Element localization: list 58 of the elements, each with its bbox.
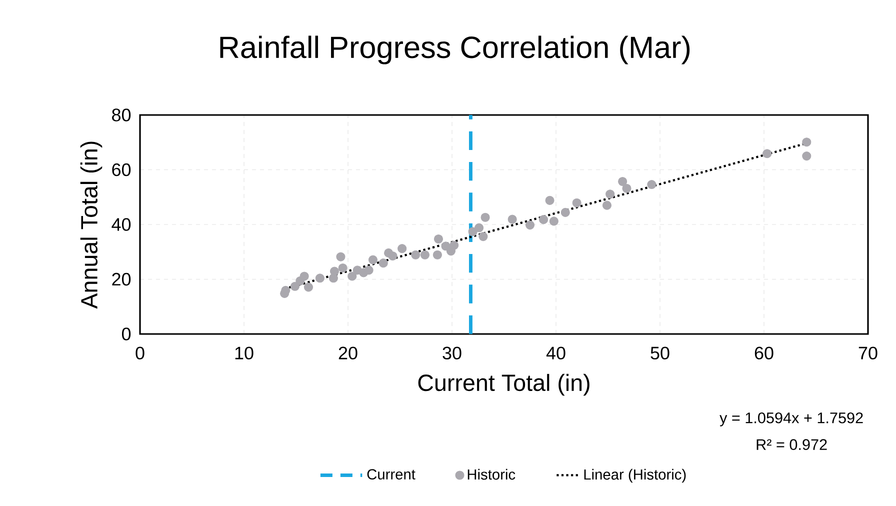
point	[364, 266, 374, 275]
point	[315, 274, 324, 283]
x-tick-label: 10	[235, 346, 254, 360]
point	[348, 272, 357, 281]
point	[368, 255, 378, 264]
x-tick-label: 50	[650, 346, 670, 360]
x-tick-label: 70	[858, 346, 878, 360]
point	[330, 266, 340, 276]
x-tick-label: 0	[136, 346, 144, 360]
point	[378, 258, 388, 268]
legend-label: Historic	[468, 468, 516, 480]
point	[338, 263, 348, 273]
point	[606, 190, 615, 199]
x-tick-label: 60	[754, 346, 774, 360]
point	[647, 180, 656, 190]
point	[304, 282, 314, 292]
y-tick-label: 60	[112, 163, 131, 176]
text: R² = 0.972	[756, 439, 827, 450]
point	[572, 198, 582, 208]
point	[434, 234, 444, 244]
legend-label: Current	[367, 469, 416, 480]
point	[468, 227, 478, 236]
point	[622, 184, 632, 193]
x-tick-label: 30	[442, 346, 462, 360]
point	[618, 176, 628, 186]
y-tick-label: 80	[112, 108, 131, 122]
point	[802, 152, 812, 161]
point	[802, 138, 812, 147]
point	[420, 250, 430, 260]
chart-title: Rainfall Progress Correlation (Mar)	[220, 36, 690, 64]
point	[388, 251, 398, 261]
y-tick-label: 40	[112, 218, 131, 231]
point	[398, 244, 407, 254]
x-tick-label: 20	[338, 346, 358, 360]
y-tick-label: 20	[112, 272, 131, 286]
point	[432, 250, 442, 260]
x-axis-title: Current Total (in)	[418, 374, 590, 396]
point	[480, 212, 490, 222]
point	[508, 214, 517, 224]
point	[300, 272, 309, 281]
point	[525, 220, 535, 230]
point	[549, 216, 558, 226]
point	[336, 252, 346, 262]
x-tick-label: 40	[546, 346, 566, 360]
point	[474, 223, 484, 232]
point	[450, 240, 459, 250]
point	[538, 215, 548, 224]
point	[762, 149, 772, 158]
point	[602, 200, 612, 210]
point	[290, 282, 300, 291]
point	[411, 250, 420, 260]
y-tick-label: 0	[122, 328, 131, 340]
point	[478, 232, 488, 242]
text: y = 1.0594x + 1.7592	[720, 412, 863, 426]
legend-label: Linear (Historic)	[584, 468, 686, 483]
y-axis-title: Annual Total (in)	[80, 142, 102, 309]
point	[545, 196, 554, 205]
point	[560, 208, 570, 217]
